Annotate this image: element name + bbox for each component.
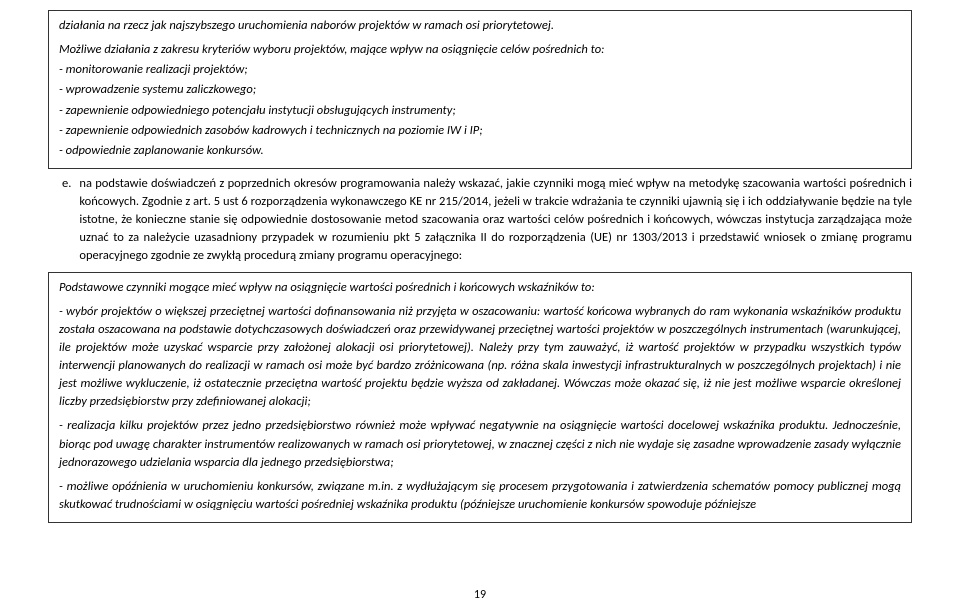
box-criteria: działania na rzecz jak najszybszego uruc…: [48, 10, 912, 169]
box-factors: Podstawowe czynniki mogące mieć wpływ na…: [48, 272, 912, 524]
box2-p2: - realizacja kilku projektów przez jedno…: [59, 417, 901, 471]
list-item-e: e. na podstawie doświadczeń z poprzednic…: [62, 175, 912, 266]
list-marker-e: e.: [62, 175, 71, 266]
box2-intro: Podstawowe czynniki mogące mieć wpływ na…: [59, 279, 901, 297]
box1-bullet-2: - zapewnienie odpowiedniego potencjału i…: [59, 102, 901, 120]
box1-bullet-1: - wprowadzenie systemu zaliczkowego;: [59, 81, 901, 99]
box1-line2: Możliwe działania z zakresu kryteriów wy…: [59, 41, 901, 59]
box1-line1: działania na rzecz jak najszybszego uruc…: [59, 17, 901, 35]
page-number: 19: [0, 587, 960, 604]
list-content-e: na podstawie doświadczeń z poprzednich o…: [79, 175, 912, 266]
box2-p3: - możliwe opóźnienia w uruchomieniu konk…: [59, 478, 901, 514]
box2-p1: - wybór projektów o większej przeciętnej…: [59, 303, 901, 412]
box1-bullet-0: - monitorowanie realizacji projektów;: [59, 61, 901, 79]
box1-bullet-3: - zapewnienie odpowiednich zasobów kadro…: [59, 122, 901, 140]
box1-bullet-4: - odpowiednie zaplanowanie konkursów.: [59, 142, 901, 160]
